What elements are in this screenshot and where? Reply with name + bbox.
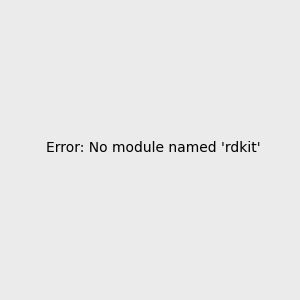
Text: Error: No module named 'rdkit': Error: No module named 'rdkit' [46,140,261,154]
